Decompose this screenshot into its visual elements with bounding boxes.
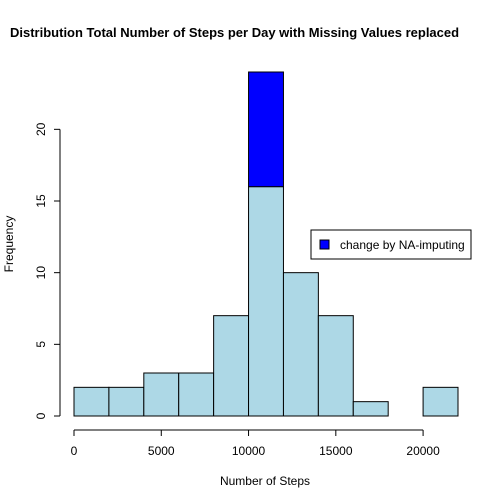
x-tick-label: 5000 [148,444,175,458]
histogram-bar [282,272,319,417]
legend-label: change by NA-imputing [340,238,465,252]
y-tick-label: 15 [34,194,48,208]
histogram-bar [352,401,389,417]
x-tick-label: 0 [71,444,78,458]
histogram-bar [317,315,354,417]
histogram-bar [248,186,284,417]
histogram-bar [143,372,180,417]
y-tick-label: 5 [34,341,48,348]
x-tick-label: 20000 [406,444,440,458]
y-tick-label: 20 [34,122,48,136]
histogram-bar [422,386,459,417]
y-axis: 0 5 10 15 20 [34,122,61,419]
x-tick-label: 15000 [319,444,353,458]
chart-title: Distribution Total Number of Steps per D… [10,25,459,40]
histogram-bar [178,372,215,417]
x-axis-label: Number of Steps [220,474,310,488]
y-axis-label: Frequency [2,216,16,273]
legend-swatch [319,239,330,250]
bars [73,71,459,417]
x-axis: 0 5000 10000 15000 20000 [71,429,440,458]
y-tick-label: 10 [34,266,48,280]
y-tick-label: 0 [34,412,48,419]
histogram-bar [213,315,250,417]
legend-box [310,229,472,260]
legend: change by NA-imputing [310,229,472,260]
histogram-bar [73,386,110,417]
imputed-bar [248,71,284,188]
histogram-bar [108,386,145,417]
x-tick-label: 10000 [232,444,266,458]
